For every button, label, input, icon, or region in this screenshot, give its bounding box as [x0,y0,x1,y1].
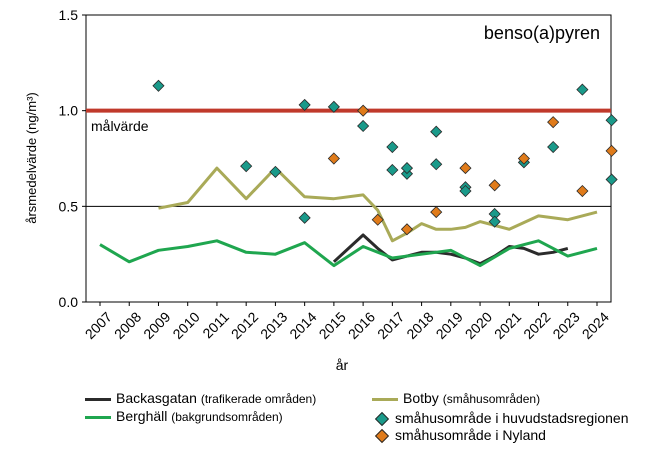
legend-label: småhusområde i Nyland [395,427,546,443]
teal-diamond-marker [298,98,311,111]
teal-diamond-marker [400,162,414,175]
teal-diamond-marker [152,79,165,92]
teal-diamond-marker [298,211,311,224]
x-tick-label: 2012 [228,309,261,342]
x-tick-label: 2013 [257,309,290,342]
orange-diamond-icon [374,429,390,444]
teal-diamond-marker [327,100,340,113]
orange-diamond-marker [576,184,589,198]
x-tick-label: 2017 [374,309,407,342]
y-tick-label: 1.0 [59,103,79,119]
orange-diamond-marker [547,116,560,129]
orange-diamond-marker [327,152,340,165]
teal-diamond-marker [488,215,501,228]
x-tick-label: 2015 [316,309,349,342]
orange-diamond-marker [371,213,384,226]
y-tick-label: 1.5 [59,7,79,23]
orange-diamond-marker [430,206,443,219]
x-tick-label: 2019 [433,309,466,342]
x-axis-label: år [336,357,349,373]
legend-label: Berghäll [116,408,168,424]
berghall-swatch [85,415,111,419]
teal-diamond-marker [605,173,618,186]
target-label: målvärde [91,118,149,134]
x-tick-label: 2018 [403,309,436,342]
teal-diamond-marker [386,163,399,177]
x-tick-label: 2011 [199,309,232,342]
teal-diamond-marker [430,125,443,138]
y-axis-label: årsmedelvärde (ng/m³) [24,92,39,224]
x-tick-label: 2008 [111,309,144,342]
legend-note: (bakgrundsområden) [171,410,283,424]
orange-diamond-marker [517,152,530,165]
x-tick-label: 2016 [345,309,378,342]
legend-note: (trafikerade områden) [200,392,317,406]
y-tick-label: 0.5 [59,198,79,214]
orange-diamond-marker [459,162,472,175]
legend-label: småhusområde i huvudstadsregionen [395,410,629,426]
teal-diamond-marker [386,140,399,154]
x-tick-label: 2021 [491,309,524,342]
teal-diamond-marker [547,140,560,154]
legend-note: (småhusområden) [442,392,541,406]
teal-diamond-marker [576,83,589,96]
teal-diamond-marker [459,184,472,198]
x-tick-label: 2022 [520,309,553,342]
plot-area [85,14,612,303]
x-tick-label: 2010 [169,309,202,342]
x-tick-label: 2007 [82,309,115,342]
teal-diamond-marker [240,160,253,173]
orange-diamond-marker [488,179,501,192]
x-tick-label: 2023 [549,309,582,342]
x-tick-label: 2014 [286,309,319,342]
teal-diamond-marker [430,158,443,171]
legend-item-huvudstadsregionen: småhusområde i huvudstadsregionen [374,410,629,427]
legend-item-nyland: småhusområde i Nyland [374,427,546,444]
botby-swatch [372,397,398,401]
teal-diamond-icon [374,412,390,427]
orange-diamond-marker [400,223,414,236]
orange-diamond-marker [605,144,618,157]
legend-item-botby: Botby (småhusområden) [372,390,540,408]
teal-diamond-marker [357,119,370,133]
x-tick-label: 2009 [140,309,173,342]
orange-diamond-marker [357,104,370,117]
backasgatan-swatch [85,397,111,401]
teal-diamond-marker [605,114,618,127]
legend-label: Backasgatan [116,390,197,406]
series-line-botby [158,166,598,243]
x-tick-label: 2020 [462,309,495,342]
legend-item-backasgatan: Backasgatan (trafikerade områden) [85,390,316,408]
legend-label: Botby [403,390,439,406]
series-line-backasgatan [332,233,569,266]
y-tick-label: 0.0 [59,294,79,310]
chart-title: benso(a)pyren [484,23,600,43]
teal-diamond-marker [269,165,282,178]
legend-item-berghall: Berghäll (bakgrundsområden) [85,408,283,426]
x-tick-label: 2024 [579,309,612,342]
series-line-berghll [99,239,598,268]
